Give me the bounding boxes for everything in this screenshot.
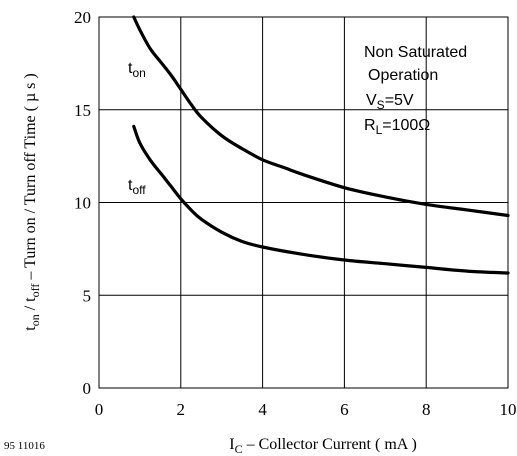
annotation-operation: Operation (368, 67, 438, 84)
annotation-vs: VS=5V (366, 92, 414, 112)
x-tick-label: 0 (95, 400, 104, 419)
series-label-t-on: ton (128, 60, 146, 80)
series-line-t-on (132, 15, 510, 218)
x-tick-label: 8 (422, 400, 431, 419)
x-tick-label: 2 (177, 400, 186, 419)
plot-frame (98, 16, 509, 389)
grid (99, 17, 508, 388)
y-tick-label: 10 (74, 194, 91, 213)
y-axis-label: ton / toff – Turn on / Turn off Time ( µ… (22, 73, 42, 330)
figure-code: 95 11016 (4, 440, 45, 452)
x-axis-label: IC – Collector Current ( mA ) (229, 436, 417, 456)
x-tick-label: 6 (340, 400, 349, 419)
series-label-t-off: toff (128, 177, 146, 197)
annotation-rl: RL=100Ω (364, 117, 430, 137)
annotation-non-saturated: Non Saturated (364, 44, 467, 61)
y-tick-label: 15 (74, 101, 91, 120)
y-tick-label: 20 (74, 8, 91, 27)
y-tick-label: 5 (83, 286, 92, 305)
tick-labels: 0 2 4 6 8 10 0 5 10 15 20 (74, 8, 517, 419)
x-tick-label: 4 (258, 400, 267, 419)
x-tick-label: 10 (500, 400, 517, 419)
y-tick-label: 0 (83, 379, 92, 398)
series-line-t-off (132, 124, 510, 275)
series-layer (132, 15, 510, 275)
